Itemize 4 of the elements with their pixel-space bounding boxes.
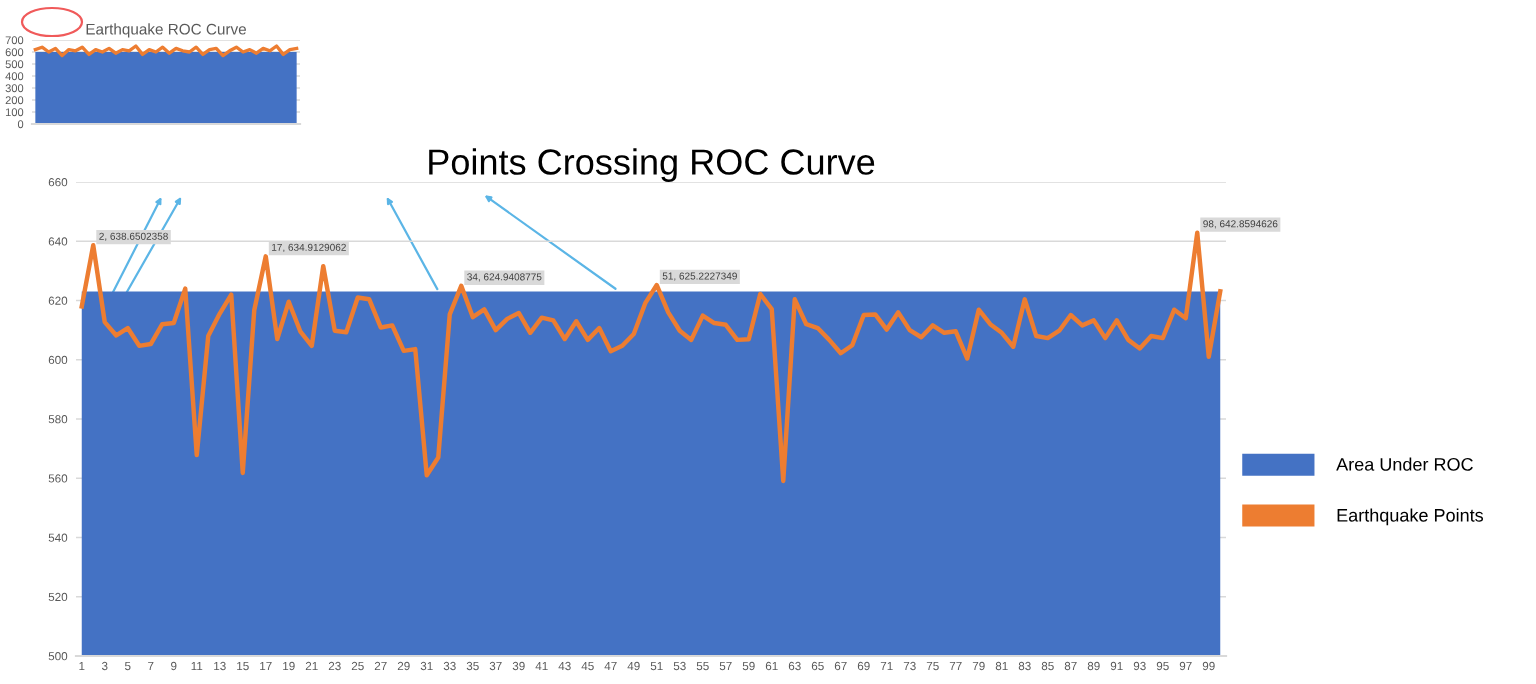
legend-label: Earthquake Points (1337, 508, 1484, 526)
line-series (79, 230, 1223, 484)
legend-label: Area Under ROC (1336, 457, 1473, 471)
chart-title: Points Crossing ROC Curve (429, 148, 875, 182)
